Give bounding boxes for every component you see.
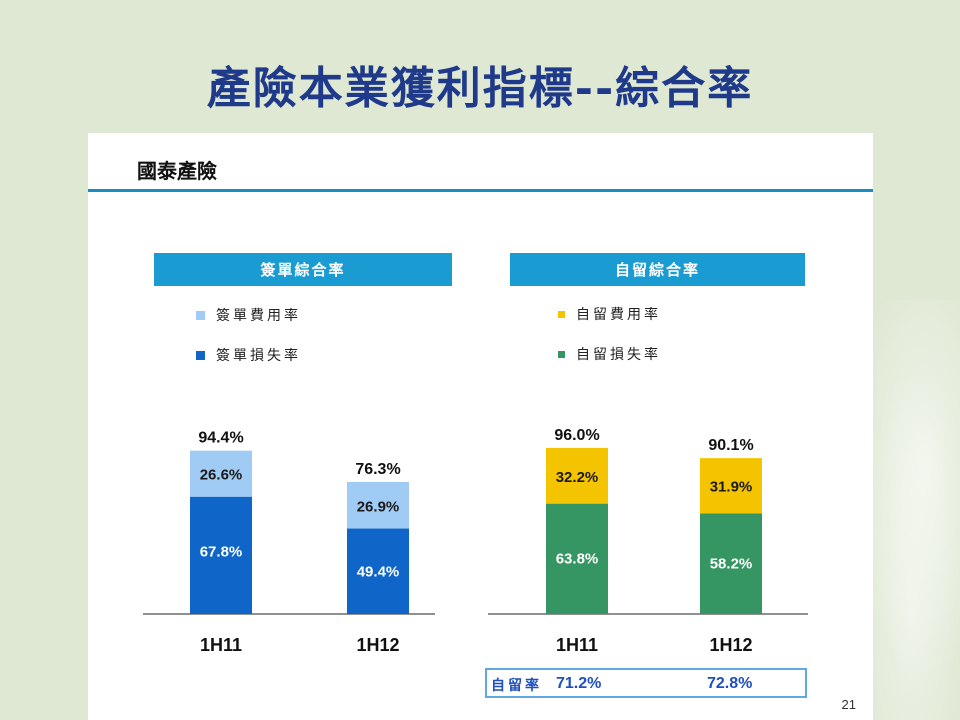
retention-label: 自留率: [491, 678, 542, 694]
written-category-label-1H12: 1H12: [356, 635, 399, 655]
slide-title: 產險本業獲利指標--綜合率: [206, 63, 754, 114]
content-panel: 國泰產險 簽單綜合率 簽單費用率 簽單損失率 自留綜合率 自留費用率 自留損失率…: [88, 133, 873, 720]
written-data-label-1H12-expense: 26.9%: [357, 498, 400, 515]
retained-data-label-1H12-loss: 58.2%: [710, 556, 753, 573]
legend-swatch: [196, 350, 205, 360]
combined-ratio-charts: 67.8% 26.6% 94.4% 1H11 49.4% 26.9% 76.3% 1H12 63…: [143, 427, 808, 655]
written-combined-ratio-header: 簽單綜合率: [154, 253, 452, 286]
legend-retained-expense: 自留費用率: [558, 304, 661, 324]
retained-combined-ratio-header: 自留綜合率: [510, 253, 805, 286]
legend-label: 自留損失率: [576, 347, 661, 363]
written-total-label-1H12: 76.3%: [355, 461, 400, 478]
legend-written-expense: 簽單費用率: [196, 305, 301, 325]
retained-category-label-1H12: 1H12: [709, 635, 752, 655]
retention-value-1h12: 72.8%: [707, 675, 753, 692]
legend-swatch: [558, 310, 565, 318]
retained-data-label-1H11-expense: 32.2%: [556, 469, 599, 486]
legend-written-loss: 簽單損失率: [196, 345, 301, 365]
retention-value-1h11: 71.2%: [556, 675, 602, 692]
retained-total-label-1H12: 90.1%: [708, 437, 753, 454]
written-bar-1H11-loss: [190, 496, 252, 614]
company-divider: [88, 189, 873, 192]
retained-data-label-1H12-expense: 31.9%: [710, 479, 753, 496]
retention-rate-box: 自留率 71.2% 72.8%: [485, 668, 807, 698]
written-bar-1H11-expense: [190, 450, 252, 497]
legend-label: 簽單損失率: [216, 348, 301, 364]
company-name: 國泰產險: [137, 159, 217, 183]
written-category-label-1H11: 1H11: [200, 635, 242, 655]
legend-label: 自留費用率: [576, 307, 661, 323]
written-bar-1H12-loss: [347, 528, 409, 614]
written-data-label-1H11-loss: 67.8%: [200, 544, 243, 561]
retained-bar-1H12-loss: [700, 513, 762, 614]
retained-category-label-1H11: 1H11: [556, 635, 598, 655]
retained-bar-1H11-expense: [546, 447, 608, 504]
page-number: 21: [841, 697, 856, 712]
written-bar-1H12-expense: [347, 482, 409, 529]
written-data-label-1H11-expense: 26.6%: [200, 467, 243, 484]
legend-swatch: [558, 350, 565, 358]
legend-label: 簽單費用率: [216, 308, 301, 324]
legend-retained-loss: 自留損失率: [558, 344, 661, 364]
retained-bar-1H12-expense: [700, 458, 762, 514]
written-total-label-1H11: 94.4%: [198, 430, 243, 447]
retained-data-label-1H11-loss: 63.8%: [556, 551, 599, 568]
written-data-label-1H12-loss: 49.4%: [357, 563, 400, 580]
legend-swatch: [196, 310, 205, 320]
retained-bar-1H11-loss: [546, 503, 608, 614]
retained-total-label-1H11: 96.0%: [554, 427, 599, 444]
